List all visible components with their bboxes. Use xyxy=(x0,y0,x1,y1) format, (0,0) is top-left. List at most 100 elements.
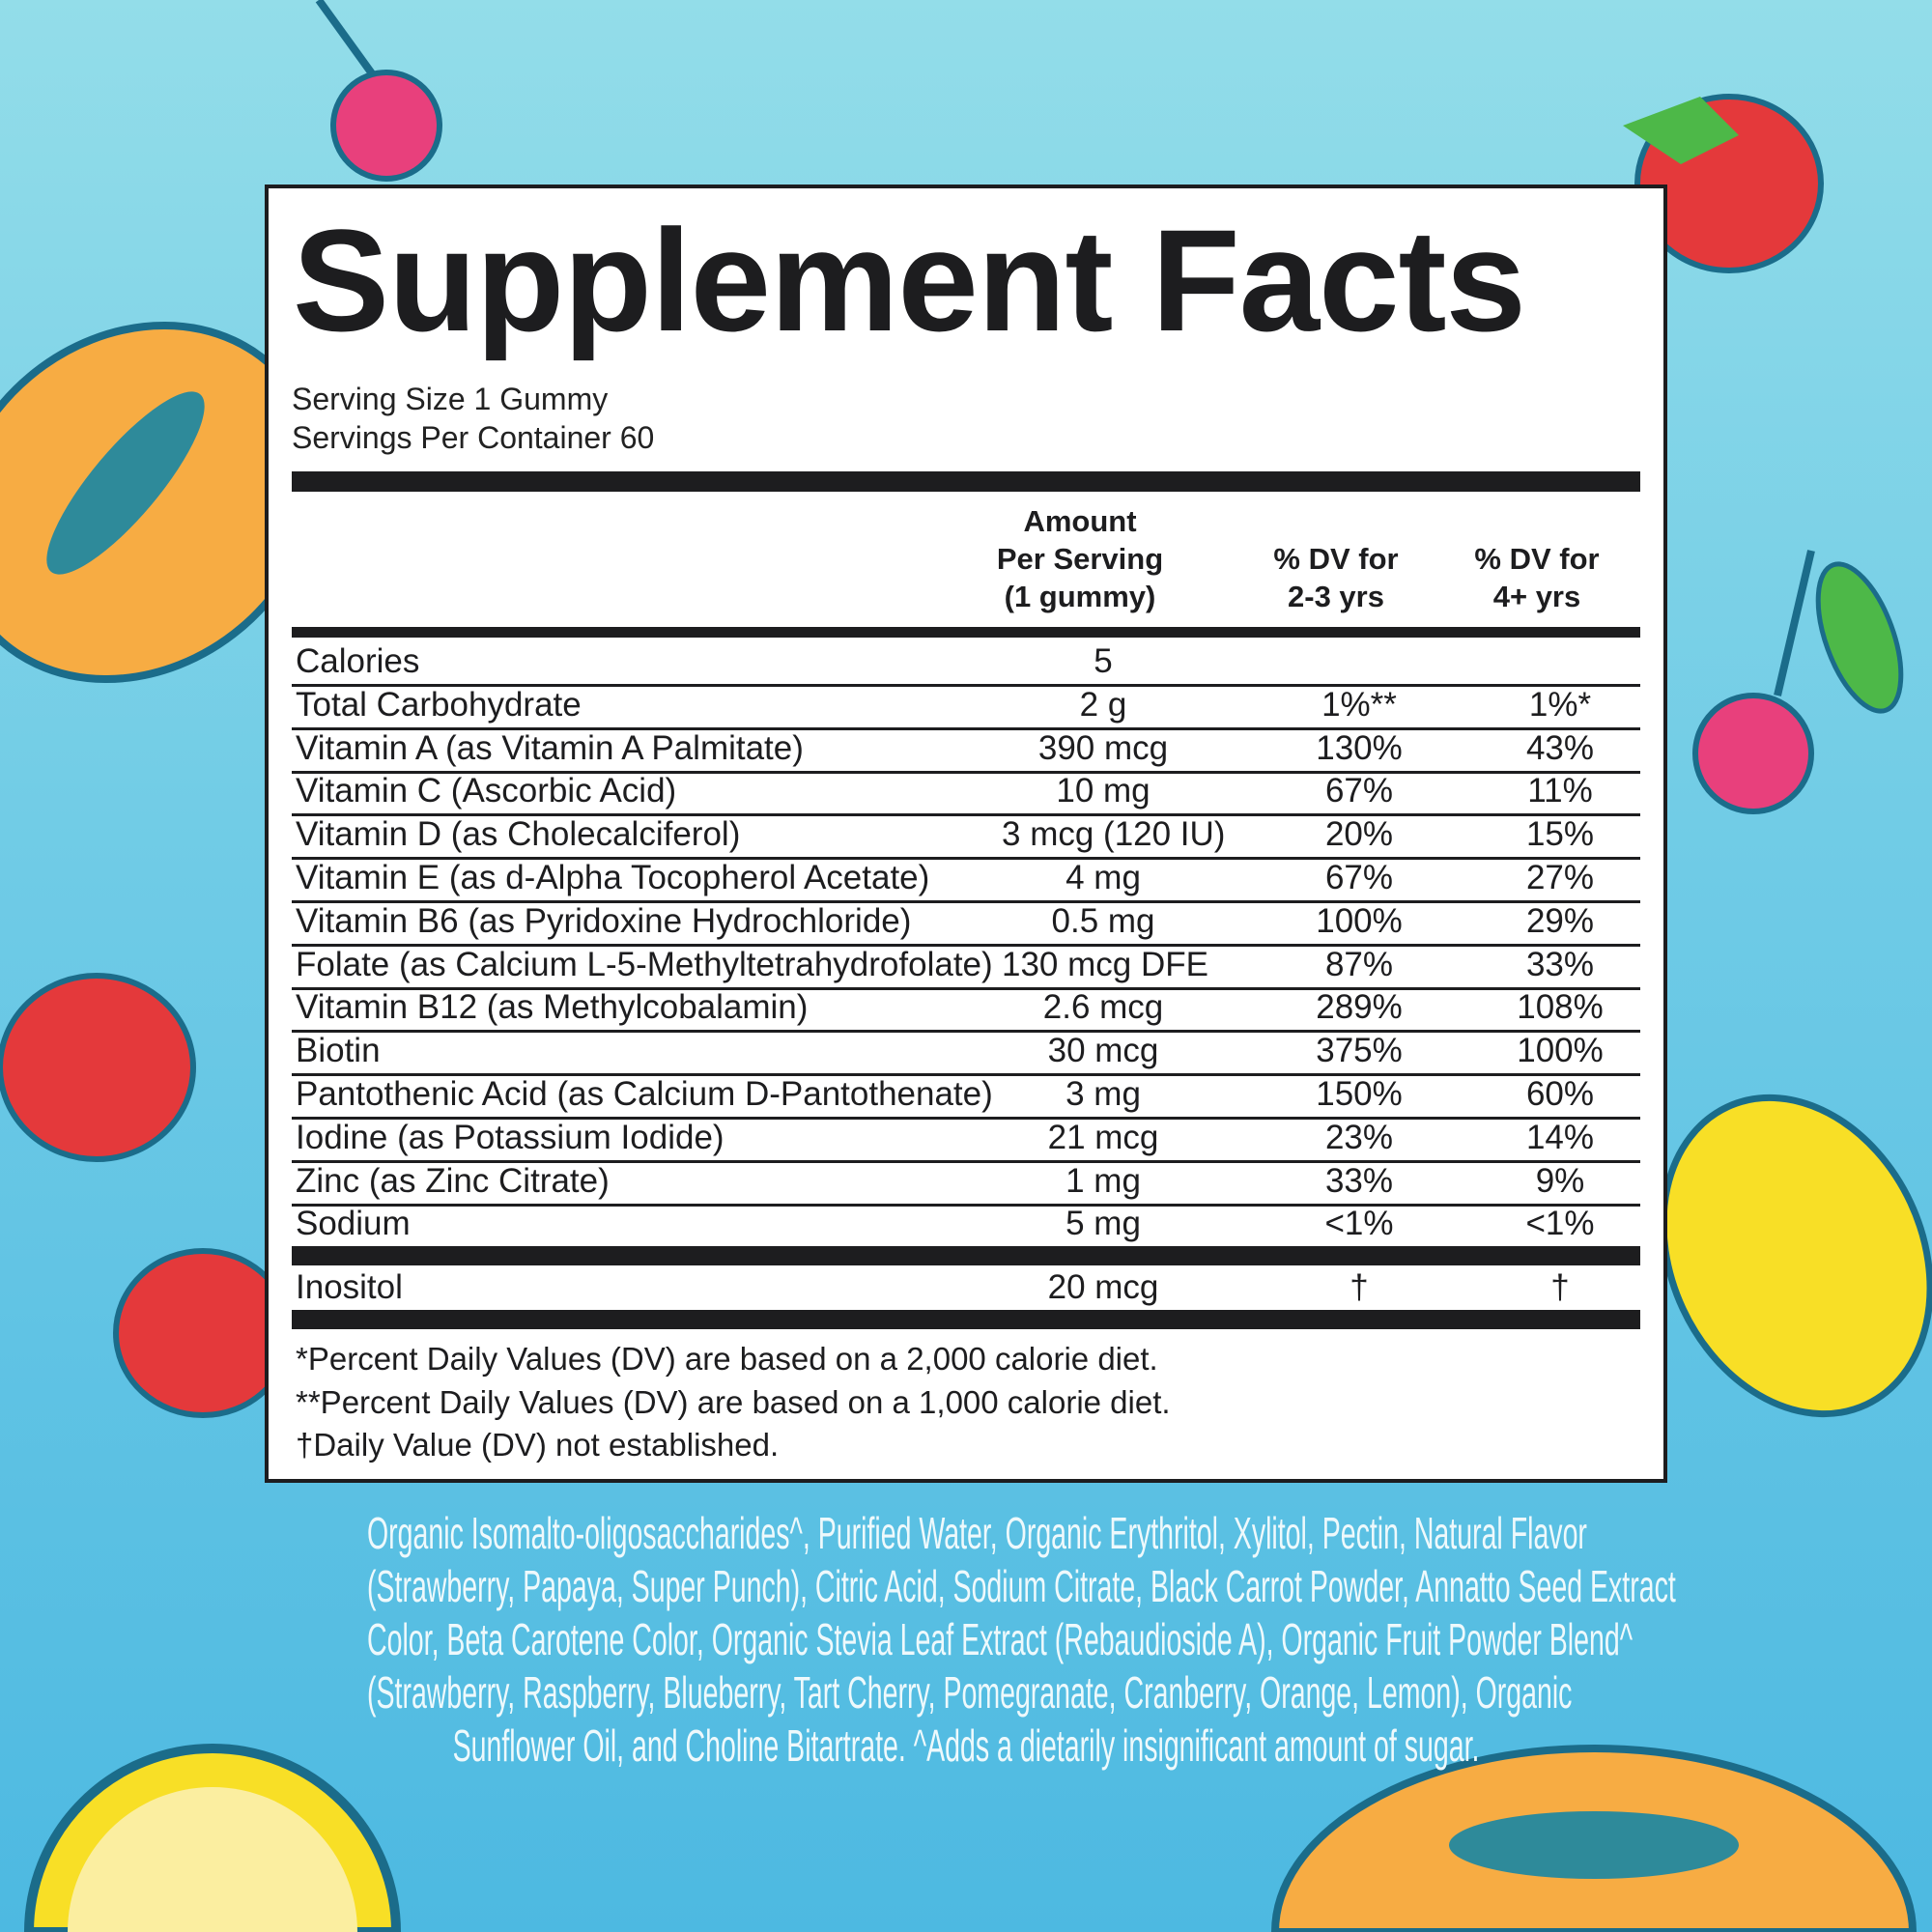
strawberry-icon xyxy=(0,973,196,1162)
table-row: Total Carbohydrate 2 g 1%** 1%* xyxy=(292,684,1640,730)
table-row: Pantothenic Acid (as Calcium D-Pantothen… xyxy=(292,1073,1640,1120)
nutrient-dv-2-3: † xyxy=(1350,1268,1369,1306)
nutrient-dv-4: 1%* xyxy=(1528,685,1592,724)
nutrient-dv-2-3: 87% xyxy=(1324,945,1394,983)
footnote: †Daily Value (DV) not established. xyxy=(296,1427,780,1463)
nutrient-dv-2-3: 1%** xyxy=(1321,685,1397,724)
table-row: Vitamin A (as Vitamin A Palmitate) 390 mc… xyxy=(292,727,1640,774)
nutrient-name: Pantothenic Acid (as Calcium D-Pantothen… xyxy=(296,1075,993,1113)
table-row: Folate (as Calcium L-5-Methyltetrahydrof… xyxy=(292,944,1640,990)
table-row: Calories 5 xyxy=(292,640,1640,687)
nutrient-dv-2-3: 33% xyxy=(1324,1161,1394,1200)
header-line: (1 gummy) xyxy=(1004,580,1156,613)
nutrient-amount: 5 xyxy=(1094,642,1113,680)
nutrient-dv-4: 43% xyxy=(1525,728,1595,767)
nutrient-amount: 20 mcg xyxy=(1047,1268,1159,1306)
nutrient-name: Calories xyxy=(296,642,420,680)
table-row: Sodium 5 mg <1% <1% xyxy=(292,1203,1640,1246)
nutrient-amount: 130 mcg DFE xyxy=(1002,945,1208,983)
serving-size: Serving Size 1 Gummy xyxy=(292,382,609,416)
nutrient-amount: 10 mg xyxy=(1056,772,1151,810)
nutrient-name: Total Carbohydrate xyxy=(296,685,582,724)
header-line: % DV for xyxy=(1273,542,1399,576)
servings-per-container: Servings Per Container 60 xyxy=(292,420,655,455)
nutrient-name: Vitamin C (Ascorbic Acid) xyxy=(296,772,677,810)
nutrient-name: Vitamin B12 (as Methylcobalamin) xyxy=(296,988,809,1027)
panel-title: Supplement Facts xyxy=(293,199,1526,361)
nutrient-dv-4: 11% xyxy=(1527,772,1593,810)
ingredients-line: (Strawberry, Raspberry, Blueberry, Tart … xyxy=(367,1667,1573,1718)
papaya-icon xyxy=(1270,1745,1918,1932)
nutrient-dv-4: 29% xyxy=(1525,901,1595,940)
divider-thick xyxy=(292,471,1640,492)
nutrient-dv-2-3: 67% xyxy=(1324,772,1394,810)
table-row: Vitamin E (as d-Alpha Tocopherol Acetate… xyxy=(292,857,1640,903)
table-row: Zinc (as Zinc Citrate) 1 mg 33% 9% xyxy=(292,1160,1640,1207)
nutrient-amount: 30 mcg xyxy=(1047,1032,1159,1070)
header-dv-4: % DV for 4+ yrs xyxy=(1460,540,1614,615)
nutrient-amount: 390 mcg xyxy=(1037,728,1169,767)
nutrient-name: Vitamin A (as Vitamin A Palmitate) xyxy=(296,728,804,767)
nutrient-amount: 3 mcg (120 IU) xyxy=(1002,815,1226,854)
nutrient-amount: 5 mg xyxy=(1065,1205,1141,1243)
nutrient-dv-4: 108% xyxy=(1517,988,1604,1027)
table-row: Biotin 30 mcg 375% 100% xyxy=(292,1030,1640,1077)
supplement-facts-panel: Supplement Facts Serving Size 1 Gummy Se… xyxy=(265,185,1667,1483)
divider-thick xyxy=(292,1246,1640,1265)
nutrient-dv-4: <1% xyxy=(1525,1205,1595,1243)
nutrient-name: Vitamin B6 (as Pyridoxine Hydrochloride) xyxy=(296,901,912,940)
header-line: % DV for xyxy=(1474,542,1600,576)
nutrient-dv-4: 27% xyxy=(1525,859,1595,896)
nutrient-dv-4: 60% xyxy=(1525,1075,1595,1113)
nutrient-name: Sodium xyxy=(296,1205,411,1243)
nutrient-amount: 3 mg xyxy=(1065,1075,1141,1113)
ingredients-list: Organic Isomalto-oligosaccharides^, Puri… xyxy=(0,1507,1932,1773)
nutrient-dv-4: 9% xyxy=(1535,1161,1585,1200)
header-dv-2-3: % DV for 2-3 yrs xyxy=(1259,540,1413,615)
header-line: Amount xyxy=(1023,504,1137,538)
nutrient-name: Biotin xyxy=(296,1032,381,1070)
nutrient-amount: 21 mcg xyxy=(1047,1118,1159,1156)
nutrient-dv-4: 14% xyxy=(1525,1118,1595,1156)
nutrient-dv-4: 33% xyxy=(1525,945,1595,983)
nutrient-amount: 0.5 mg xyxy=(1051,901,1155,940)
nutrient-name: Vitamin E (as d-Alpha Tocopherol Acetate… xyxy=(296,859,930,896)
nutrient-name: Zinc (as Zinc Citrate) xyxy=(296,1161,610,1200)
nutrient-dv-2-3: 20% xyxy=(1324,815,1394,854)
header-amount: Amount Per Serving (1 gummy) xyxy=(979,502,1181,615)
nutrient-name: Iodine (as Potassium Iodide) xyxy=(296,1118,724,1156)
nutrient-amount: 2 g xyxy=(1079,685,1127,724)
table-row: Iodine (as Potassium Iodide) 21 mcg 23% 14% xyxy=(292,1117,1640,1163)
nutrient-name: Inositol xyxy=(296,1268,403,1306)
divider-thick xyxy=(292,1310,1640,1329)
strawberry-icon xyxy=(1623,94,1824,273)
nutrient-amount: 4 mg xyxy=(1065,859,1141,896)
ingredients-line: Color, Beta Carotene Color, Organic Stev… xyxy=(367,1614,1634,1664)
nutrient-dv-4: † xyxy=(1550,1268,1570,1306)
table-row: Vitamin B12 (as Methylcobalamin) 2.6 mcg 2… xyxy=(292,986,1640,1034)
header-line: 2-3 yrs xyxy=(1288,580,1384,613)
nutrient-dv-4: 15% xyxy=(1525,815,1595,854)
cherry-icon xyxy=(1692,550,1904,814)
lemon-icon xyxy=(1660,1094,1932,1418)
ingredients-line: Sunflower Oil, and Choline Bitartrate. ^… xyxy=(452,1720,1480,1771)
nutrient-amount: 1 mg xyxy=(1065,1161,1141,1200)
nutrient-dv-2-3: <1% xyxy=(1324,1205,1394,1243)
nutrient-name: Folate (as Calcium L-5-Methyltetrahydrof… xyxy=(296,945,993,983)
nutrient-dv-2-3: 130% xyxy=(1316,728,1403,767)
nutrient-dv-2-3: 150% xyxy=(1316,1075,1403,1113)
lemon-icon xyxy=(23,1744,402,1932)
nutrient-dv-2-3: 67% xyxy=(1324,859,1394,896)
table-row: Vitamin C (Ascorbic Acid) 10 mg 67% 11% xyxy=(292,770,1640,817)
ingredients-line: (Strawberry, Papaya, Super Punch), Citri… xyxy=(367,1561,1676,1611)
ingredients-line: Organic Isomalto-oligosaccharides^, Puri… xyxy=(367,1508,1587,1558)
nutrient-dv-2-3: 100% xyxy=(1316,901,1403,940)
divider-thick xyxy=(292,627,1640,638)
header-line: 4+ yrs xyxy=(1492,580,1581,613)
nutrient-amount: 2.6 mcg xyxy=(1042,988,1164,1027)
cherry-icon xyxy=(315,0,442,182)
strawberry-icon xyxy=(113,1248,293,1418)
nutrient-dv-2-3: 375% xyxy=(1316,1032,1403,1070)
table-row: Vitamin D (as Cholecalciferol) 3 mcg (120… xyxy=(292,813,1640,861)
footnote: *Percent Daily Values (DV) are based on … xyxy=(296,1341,1158,1377)
